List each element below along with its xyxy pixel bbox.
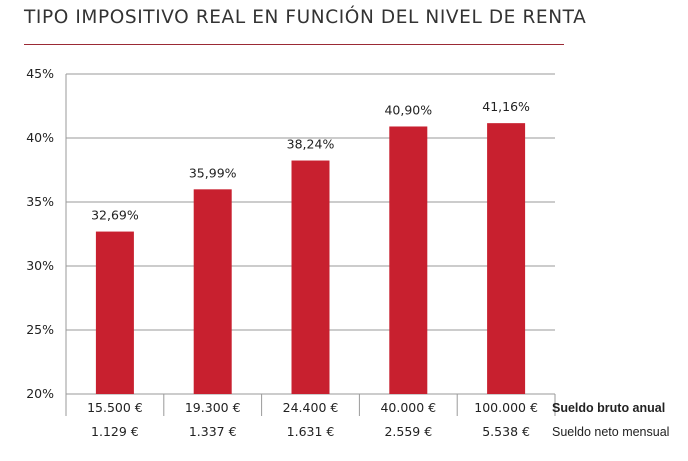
bar	[389, 126, 428, 394]
secondary-row-label: Sueldo neto mensual	[552, 425, 669, 439]
category-label: 40.000 €	[380, 400, 436, 415]
category-label: 24.400 €	[283, 400, 339, 415]
x-axis	[65, 394, 556, 416]
secondary-value: 1.337 €	[189, 424, 237, 439]
data-label: 32,69%	[91, 208, 139, 223]
secondary-row: 1.129 € 1.337 € 1.631 € 2.559 € 5.538 €	[91, 424, 530, 439]
secondary-value: 1.631 €	[287, 424, 335, 439]
data-label: 35,99%	[189, 165, 237, 180]
bar	[95, 231, 134, 394]
bar	[291, 160, 330, 394]
y-axis-ticks: 20% 25% 30% 35% 40% 45%	[26, 66, 54, 401]
data-labels: 32,69% 35,99% 38,24% 40,90% 41,16%	[91, 99, 530, 222]
bars	[95, 123, 526, 394]
secondary-value: 1.129 €	[91, 424, 139, 439]
secondary-value: 2.559 €	[384, 424, 432, 439]
data-label: 38,24%	[287, 137, 335, 152]
category-label: 19.300 €	[185, 400, 241, 415]
bar	[487, 123, 526, 394]
secondary-value: 5.538 €	[482, 424, 530, 439]
y-tick-label: 30%	[26, 258, 54, 273]
bar	[193, 189, 232, 394]
category-row-label: Sueldo bruto anual	[552, 401, 665, 415]
y-tick-label: 25%	[26, 322, 54, 337]
category-label: 15.500 €	[87, 400, 143, 415]
y-tick-label: 45%	[26, 66, 54, 81]
chart-title: TIPO IMPOSITIVO REAL EN FUNCIÓN DEL NIVE…	[24, 7, 587, 28]
y-tick-label: 20%	[26, 386, 54, 401]
title-rule	[24, 44, 564, 45]
y-tick-label: 35%	[26, 194, 54, 209]
data-label: 41,16%	[482, 99, 530, 114]
category-labels: 15.500 € 19.300 € 24.400 € 40.000 € 100.000 …	[87, 400, 538, 415]
category-label: 100.000 €	[474, 400, 538, 415]
y-tick-label: 40%	[26, 130, 54, 145]
data-label: 40,90%	[384, 102, 432, 117]
